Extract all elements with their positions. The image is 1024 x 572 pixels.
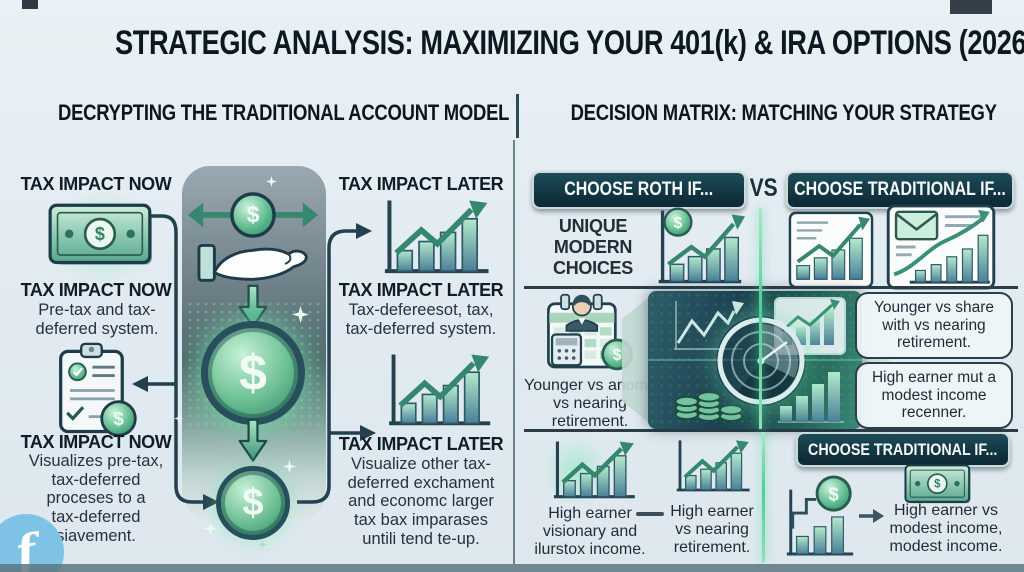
big-dollar-coin-icon: $ <box>201 321 305 425</box>
vs-label: VS <box>744 174 784 203</box>
page-title-text: STRATEGIC ANALYSIS: MAXIMIZING YOUR 401(… <box>114 24 1024 62</box>
later-mid-label: TAX IMPACT LATER <box>338 280 504 300</box>
later-bottom-label: TAX IMPACT LATER <box>338 434 504 454</box>
now-mid-caption: Pre-tax and tax- deferred system. <box>35 301 159 338</box>
header-divider <box>516 94 519 138</box>
glow-bars-icon <box>778 372 844 423</box>
now-bottom-caption: Visualizes pre-tax, tax-deferred procese… <box>28 452 164 545</box>
high-earner-bottom-right-caption: High earner vs modest income, modest inc… <box>889 502 1003 556</box>
bar-chart-icon <box>376 196 494 278</box>
choose-roth-text: CHOOSE ROTH IF... <box>564 179 714 200</box>
unique-modern-choices-caption: UNIQUE MODERN CHOICES <box>553 216 633 279</box>
card-bar-chart-icon <box>788 210 874 290</box>
dash-connector <box>636 512 664 516</box>
coin-bar-chart-icon <box>653 206 745 290</box>
left-panel-subtitle: DECRYPTING THE TRADITIONAL ACCOUNT MODEL <box>15 100 509 126</box>
right-subtitle-text: DECISION MATRIX: MATCHING YOUR STRATEGY <box>570 100 997 125</box>
right-panel-line-top <box>524 286 1018 289</box>
choose-traditional-badge-2: CHOOSE TRADITIONAL IF... <box>796 432 1010 467</box>
dollar-glyph: $ <box>239 345 267 401</box>
now-mid-label: TAX IMPACT NOW <box>20 280 172 300</box>
sparkle-icon <box>258 540 267 549</box>
high-earner-bottom-left-caption: High earner visionary and ilurstox incom… <box>534 505 646 559</box>
younger-right-bubble: Younger vs share with vs nearing retirem… <box>855 292 1013 359</box>
right-panel-subtitle: DECISION MATRIX: MATCHING YOUR STRATEGY <box>530 100 1020 126</box>
now-bottom-label: TAX IMPACT NOW <box>20 432 172 452</box>
panel-divider <box>513 140 515 564</box>
choose-traditional-text: CHOOSE TRADITIONAL IF... <box>794 179 1006 200</box>
high-earner-right-bubble: High earner mut a modest income recenner… <box>855 362 1013 429</box>
chart-coin-icon <box>781 468 859 562</box>
choose-roth-badge: CHOOSE ROTH IF... <box>532 171 746 209</box>
envelope-chart-icon <box>886 204 996 290</box>
right-arrow-icon <box>859 509 884 523</box>
hand-icon <box>196 230 314 288</box>
small-dollar-coin-icon: $ <box>216 466 290 540</box>
corner-mark-top-right <box>950 0 992 14</box>
high-earner-right-caption: High earner mut a modest income recenner… <box>871 369 997 422</box>
bottom-strip <box>0 564 1024 572</box>
clipboard-icon <box>55 342 141 439</box>
later-mid-caption: Tax-defereesot, tax, tax-deferred system… <box>345 301 497 338</box>
bar-chart-icon-3 <box>546 438 640 502</box>
down-arrow-icon-2 <box>236 418 270 464</box>
choose-traditional-text-2: CHOOSE TRADITIONAL IF... <box>808 439 998 459</box>
page-title: STRATEGIC ANALYSIS: MAXIMIZING YOUR 401(… <box>0 24 1024 63</box>
bar-chart-icon-4 <box>672 434 752 498</box>
matrix-left-wing <box>622 296 650 424</box>
bar-chart-icon-2 <box>380 350 496 430</box>
green-divider-bottom <box>762 432 765 562</box>
later-bottom-caption: Visualize other tax- deferred exchament … <box>347 455 495 548</box>
left-subtitle-text: DECRYPTING THE TRADITIONAL ACCOUNT MODEL <box>57 100 510 125</box>
now-top-label: TAX IMPACT NOW <box>20 174 172 194</box>
green-divider-top <box>759 208 762 429</box>
sparkle-icon <box>266 176 277 187</box>
younger-right-caption: Younger vs share with vs nearing retirem… <box>873 299 995 352</box>
choose-traditional-badge: CHOOSE TRADITIONAL IF... <box>786 171 1014 209</box>
right-panel-line-bottom <box>524 429 1018 432</box>
vs-text: VS <box>749 174 779 202</box>
dollar-glyph: $ <box>242 481 264 524</box>
corner-mark-top-left <box>22 0 38 9</box>
high-earner-bottom-mid-caption: High earner vs nearing retirement. <box>670 503 754 557</box>
money-bill-icon-small <box>903 464 973 506</box>
money-bill-icon <box>48 203 154 269</box>
sparkle-icon <box>174 414 183 423</box>
later-top-label: TAX IMPACT LATER <box>338 174 504 194</box>
